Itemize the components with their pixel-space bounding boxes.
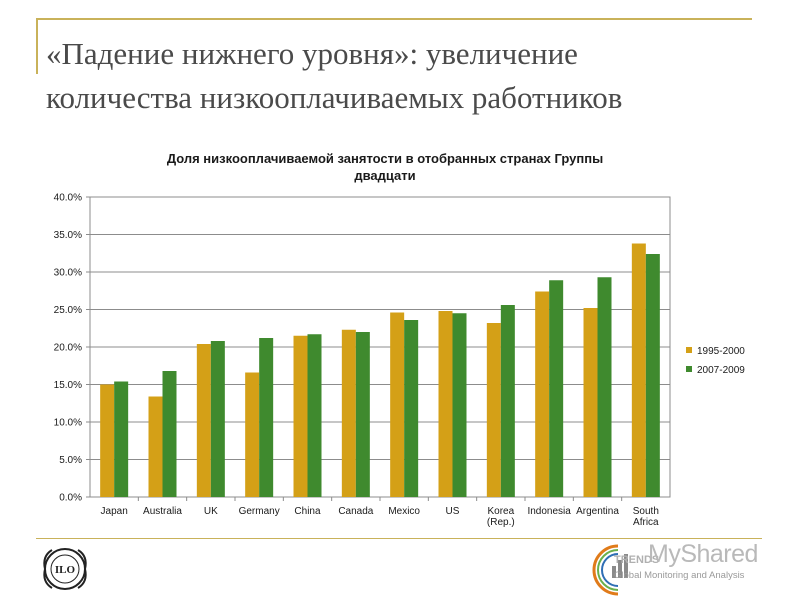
bar-2007-2009-argentina (597, 277, 612, 497)
trends-label: TRENDS (614, 554, 660, 566)
bar-2007-2009-korearep (500, 305, 515, 497)
monitoring-label: Global Monitoring and Analysis (614, 570, 745, 581)
bar-2007-2009-indonesia (549, 280, 564, 497)
legend-swatch-1995-2000 (686, 347, 692, 353)
y-tick-label: 25.0% (54, 305, 82, 316)
bar-2007-2009-mexico (404, 320, 419, 497)
bar-1995-2000-indonesia (535, 291, 550, 497)
bar-1995-2000-canada (341, 329, 356, 497)
legend-label-2007-2009: 2007-2009 (697, 365, 745, 376)
x-tick-label: South Africa (633, 506, 659, 528)
bar-1995-2000-argentina (583, 308, 598, 497)
left-accent-rule (36, 18, 38, 74)
x-tick-label: China (294, 506, 321, 517)
slide-title-line2: количества низкооплачиваемых работников (46, 80, 623, 115)
bar-1995-2000-korearep (486, 323, 501, 497)
y-tick-label: 20.0% (54, 343, 82, 354)
x-tick-label: UK (204, 506, 218, 517)
bar-1995-2000-germany (245, 372, 260, 497)
legend-label-1995-2000: 1995-2000 (697, 346, 745, 357)
slide-title: «Падение нижнего уровня»: увеличение кол… (46, 32, 766, 120)
ilo-logo-text: ILO (55, 564, 76, 576)
y-tick-label: 15.0% (54, 380, 82, 391)
chart-title-line2: двадцати (354, 168, 416, 183)
bar-2007-2009-canada (355, 332, 370, 497)
bar-chart: 0.0% 5.0% 10.0% 15.0% 20.0% 25.0% 30.0% 35.0% 40… (54, 193, 746, 529)
trends-logo-graphic (592, 544, 628, 596)
bar-1995-2000-japan (100, 384, 115, 497)
y-tick-label: 35.0% (54, 230, 82, 241)
bar-1995-2000-mexico (390, 312, 405, 497)
bar-2007-2009-australia (162, 371, 177, 497)
chart-title: Доля низкооплачиваемой занятости в отобр… (80, 150, 690, 184)
watermark-text: MyShared (648, 540, 758, 568)
x-tick-label: Canada (338, 506, 373, 517)
bar-1995-2000-southafrica (631, 243, 646, 497)
x-tick-label: Argentina (576, 506, 619, 517)
bar-2007-2009-germany (259, 338, 274, 497)
chart-title-line1: Доля низкооплачиваемой занятости в отобр… (166, 151, 604, 166)
trends-logo (588, 540, 764, 596)
y-tick-label: 0.0% (59, 493, 82, 504)
slide-title-line1: «Падение нижнего уровня»: увеличение (46, 36, 578, 71)
x-tick-label: Korea (Rep.) (487, 506, 515, 528)
y-tick-label: 40.0% (54, 193, 82, 204)
y-tick-label: 30.0% (54, 268, 82, 279)
bar-1995-2000-us (438, 311, 453, 497)
x-tick-label: Mexico (388, 506, 420, 517)
bar-2007-2009-us (452, 313, 467, 497)
bar-1995-2000-china (293, 335, 308, 497)
bar-1995-2000-uk (196, 344, 211, 497)
y-tick-label: 5.0% (59, 455, 82, 466)
x-tick-label: Japan (101, 506, 128, 517)
ilo-logo: ILO (43, 548, 87, 590)
x-tick-label: US (446, 506, 460, 517)
legend-swatch-2007-2009 (686, 366, 692, 372)
bottom-rule (36, 538, 762, 539)
y-tick-label: 10.0% (54, 418, 82, 429)
bar-2007-2009-china (307, 334, 322, 497)
bar-2007-2009-southafrica (645, 254, 660, 497)
x-tick-label: Australia (143, 506, 182, 517)
top-rule (36, 18, 752, 20)
x-tick-label: Indonesia (527, 506, 571, 517)
bar-2007-2009-japan (114, 381, 129, 497)
bar-2007-2009-uk (210, 341, 225, 497)
x-tick-label: Germany (239, 506, 280, 517)
bar-1995-2000-australia (148, 396, 163, 497)
